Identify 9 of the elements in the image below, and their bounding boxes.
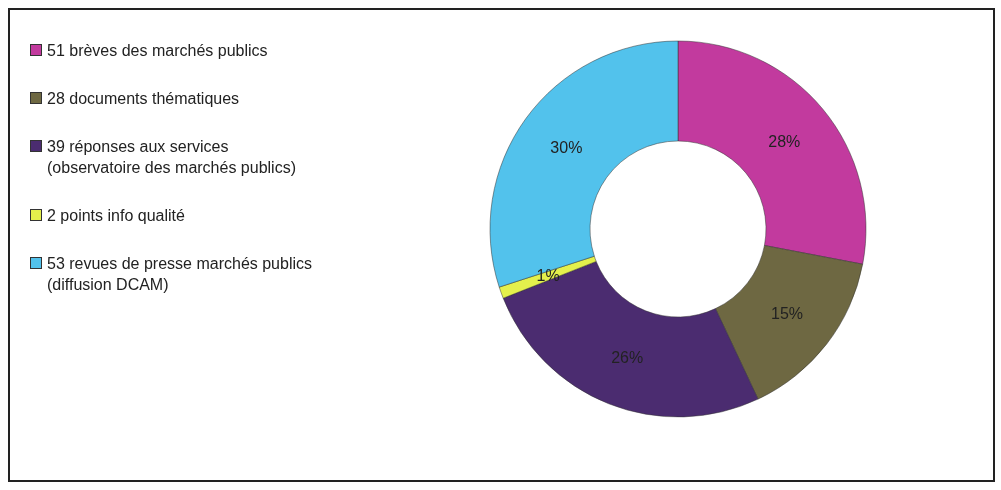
data-label: 26% [611,348,644,366]
legend-label: 39 réponses aux services (observatoire des marchés publics) [47,137,296,178]
data-label: 15% [771,305,804,323]
legend-label: 53 revues de presse marchés publics (diffusion DCAM) [47,254,313,295]
legend-label: 28 documents thématiques [47,89,240,109]
legend-label: 2 points info qualité [47,206,185,226]
legend-label: 51 brèves des marchés publics [47,41,268,61]
data-label: 30% [550,139,583,157]
data-label: 28% [768,132,801,150]
